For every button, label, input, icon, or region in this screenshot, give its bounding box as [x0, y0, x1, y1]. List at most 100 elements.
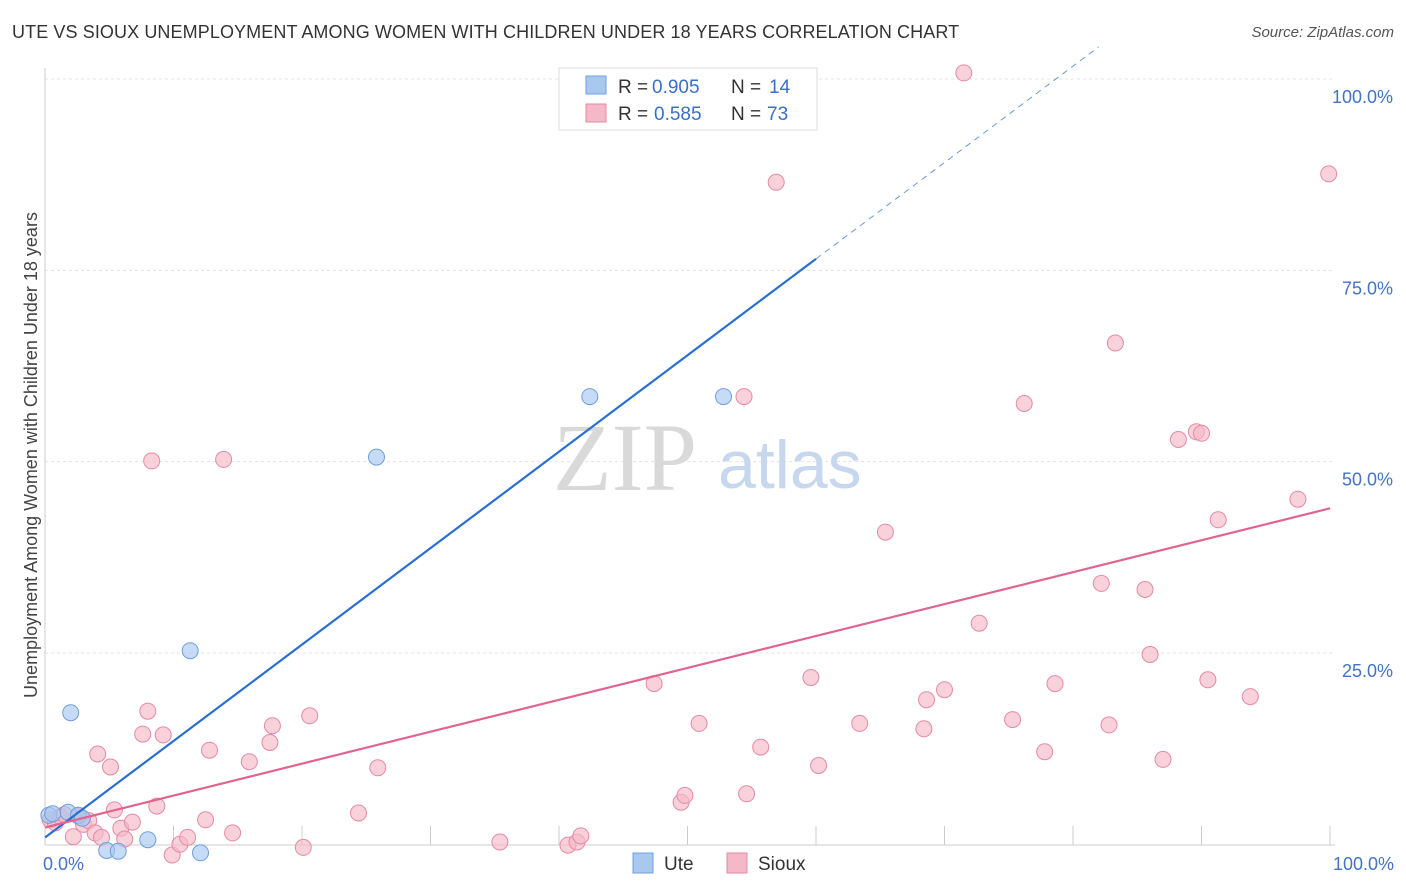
legend-r-label-ute: R =	[618, 77, 653, 98]
y-axis-title: Unemployment Among Women with Children U…	[21, 212, 41, 698]
sioux-point-55	[970, 614, 988, 632]
sioux-point-26	[215, 450, 233, 468]
sioux-point-65	[1154, 750, 1172, 768]
legend-r-value-sioux: 0.585	[654, 104, 702, 125]
ute-point-10	[368, 448, 385, 466]
x-ticks	[173, 826, 1331, 845]
sioux-point-9	[89, 745, 107, 763]
sioux-point-69	[1199, 671, 1217, 689]
sioux-point-48	[810, 757, 828, 774]
sioux-point-66	[1169, 431, 1187, 448]
ute-trend-extension	[815, 46, 1099, 260]
sioux-point-61	[1100, 716, 1118, 734]
sioux-point-57	[1015, 395, 1033, 412]
series-legend-swatch-sioux	[726, 852, 748, 874]
sioux-point-30	[263, 717, 281, 735]
axes	[44, 68, 1335, 846]
y-tick-label-2: 50.0%	[1342, 470, 1393, 490]
y-tick-label-0: 100.0%	[1332, 87, 1393, 107]
sioux-point-31	[294, 838, 312, 856]
sioux-point-58	[1036, 743, 1054, 761]
series-legend-label-ute: Ute	[664, 854, 694, 875]
sioux-point-59	[1046, 675, 1064, 693]
ute-point-8	[181, 642, 199, 660]
legend-n-label-sioux: N =	[731, 104, 766, 125]
sioux-point-20	[154, 726, 172, 744]
sioux-point-4	[64, 828, 82, 846]
ute-point-13	[44, 805, 62, 823]
sioux-point-70	[1209, 511, 1227, 529]
ute-point-7	[139, 831, 157, 849]
sioux-point-47	[802, 669, 820, 686]
y-tick-labels: 100.0% 75.0% 50.0% 25.0%	[1332, 87, 1393, 681]
sioux-point-64	[1141, 646, 1159, 663]
sioux-point-52	[918, 691, 935, 709]
ute-point-12	[715, 388, 732, 406]
sioux-point-68	[1193, 424, 1210, 442]
sioux-point-49	[851, 714, 869, 732]
sioux-point-27	[224, 824, 242, 842]
sioux-point-32	[301, 707, 319, 725]
chart-title: UTE VS SIOUX UNEMPLOYMENT AMONG WOMEN WI…	[12, 22, 960, 42]
y-tick-label-1: 75.0%	[1342, 278, 1393, 298]
sioux-point-43	[735, 388, 753, 406]
series-legend-label-sioux: Sioux	[758, 854, 806, 875]
sioux-point-60	[1092, 574, 1110, 592]
sioux-point-23	[179, 828, 197, 846]
sioux-point-33	[350, 804, 367, 822]
legend-r-label-sioux: R =	[618, 104, 653, 125]
sioux-point-73	[1320, 165, 1338, 183]
sioux-point-41	[676, 786, 694, 804]
sioux-point-46	[767, 173, 785, 191]
x-tick-label-right: 100.0%	[1333, 854, 1394, 874]
sioux-point-15	[123, 813, 141, 831]
sioux-point-34	[369, 759, 387, 777]
sioux-point-51	[915, 720, 933, 738]
sioux-point-71	[1241, 688, 1259, 706]
sioux-point-44	[738, 785, 756, 803]
x-tick-label-left: 0.0%	[43, 854, 84, 874]
sioux-point-45	[752, 738, 770, 756]
sioux-point-11	[102, 758, 119, 776]
watermark-atlas: atlas	[718, 427, 862, 503]
legend-n-value-sioux: 73	[767, 104, 788, 125]
legend: R = 0.905 N = 14 R = 0.585 N = 73	[558, 67, 818, 131]
sioux-point-16	[134, 725, 152, 743]
data-points	[40, 64, 1338, 864]
legend-r-value-ute: 0.905	[652, 77, 700, 98]
sioux-point-72	[1289, 490, 1307, 508]
sioux-point-50	[876, 523, 894, 541]
sioux-point-25	[201, 741, 218, 759]
watermark-zip: ZIP	[553, 404, 697, 511]
sioux-point-63	[1136, 581, 1154, 598]
ute-point-11	[581, 388, 599, 406]
sioux-point-53	[936, 681, 953, 699]
gridlines	[45, 78, 1335, 654]
ute-point-2	[62, 704, 80, 722]
series-legend: Ute Sioux	[632, 852, 806, 875]
sioux-point-56	[1004, 711, 1022, 729]
sioux-point-42	[690, 714, 708, 732]
sioux-trend-line	[44, 507, 1331, 829]
sioux-point-62	[1106, 334, 1124, 352]
series-legend-swatch-ute	[632, 852, 654, 874]
trend-lines	[44, 46, 1331, 839]
sioux-point-19	[148, 797, 166, 815]
y-tick-label-3: 25.0%	[1342, 661, 1393, 681]
ute-trend-line	[44, 257, 817, 839]
legend-n-value-ute: 14	[769, 77, 791, 98]
legend-swatch-ute	[585, 75, 607, 95]
sioux-point-17	[139, 702, 157, 720]
legend-n-label-ute: N =	[731, 77, 766, 98]
sioux-point-24	[197, 811, 215, 829]
sioux-point-35	[491, 833, 509, 851]
watermark: ZIP atlas	[553, 404, 862, 511]
sioux-point-28	[240, 753, 258, 771]
ute-point-9	[192, 844, 209, 862]
sioux-point-38	[572, 827, 590, 845]
legend-swatch-sioux	[585, 103, 607, 123]
sioux-point-29	[261, 734, 279, 751]
ute-point-6	[109, 842, 127, 860]
chart-source: Source: ZipAtlas.com	[1251, 24, 1394, 41]
